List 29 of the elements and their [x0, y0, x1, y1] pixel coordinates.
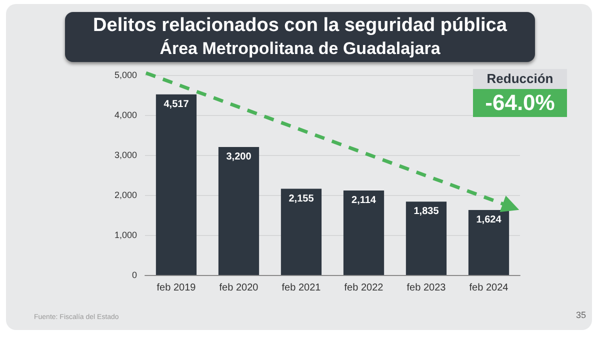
- x-tick-label: feb 2024: [469, 282, 509, 294]
- data-label: 1,624: [476, 214, 502, 226]
- x-tick-label: feb 2019: [156, 282, 196, 294]
- annotation: -64.0%: [473, 89, 567, 117]
- bar: [280, 188, 322, 275]
- x-tick-label: feb 2021: [282, 282, 322, 294]
- bar: [156, 94, 197, 275]
- data-label: 4,517: [164, 98, 190, 110]
- bar: [468, 210, 510, 275]
- chart-title: Delitos relacionados con la seguridad pública: [92, 15, 508, 37]
- bar: [343, 190, 384, 275]
- y-tick-label: 1,000: [114, 230, 137, 240]
- y-tick-label: 2,000: [114, 190, 137, 200]
- data-label: 1,835: [414, 206, 440, 218]
- y-tick-label: 5,000: [114, 70, 137, 80]
- text: 35: [576, 310, 586, 320]
- x-tick-label: feb 2020: [219, 282, 259, 294]
- data-label: 2,114: [352, 194, 376, 206]
- x-tick-label: feb 2022: [344, 282, 384, 294]
- x-tick-label: feb 2023: [406, 282, 446, 294]
- data-label: 3,200: [226, 152, 252, 162]
- data-label: 2,155: [288, 193, 314, 204]
- chart-subtitle: Área Metropolitana de Guadalajara: [158, 39, 442, 59]
- bar: [406, 202, 447, 275]
- bar: [218, 147, 260, 275]
- y-tick-label: 4,000: [114, 110, 137, 120]
- y-tick-label: 0: [132, 270, 137, 280]
- y-tick-label: 3,000: [114, 150, 137, 160]
- annotation: Reducción: [473, 69, 567, 89]
